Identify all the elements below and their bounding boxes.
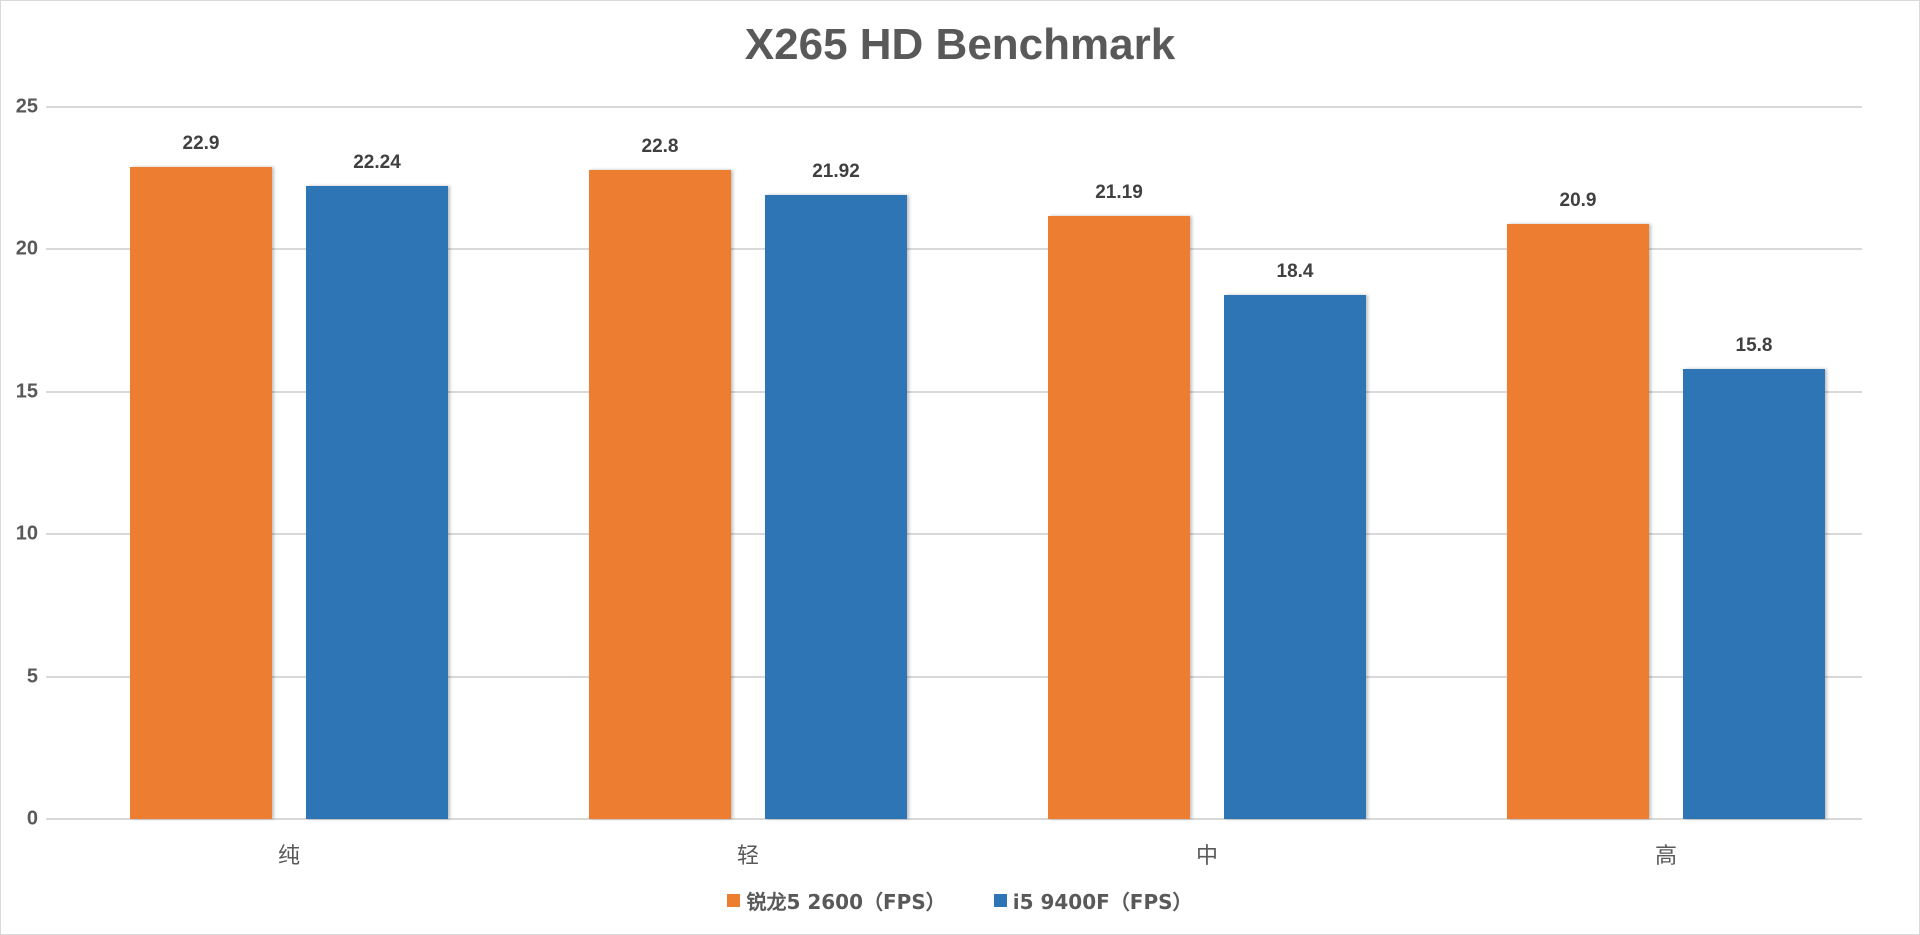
category-label: 中: [1195, 844, 1218, 869]
data-label: 22.9: [182, 132, 220, 154]
gridline: [46, 533, 1862, 536]
bar[interactable]: [1224, 294, 1366, 819]
category-label: 高: [1654, 844, 1677, 869]
y-tick-label: 10: [15, 522, 38, 545]
data-label: 22.24: [353, 151, 401, 173]
gridline: [46, 248, 1862, 251]
bar[interactable]: [1048, 215, 1190, 819]
legend-swatch-blue: [993, 894, 1007, 907]
category-label: 轻: [736, 844, 759, 869]
y-tick-label: 15: [15, 380, 38, 403]
y-tick-label: 20: [15, 237, 38, 260]
legend-swatch-orange: [727, 894, 741, 907]
gridline: [46, 106, 1862, 108]
bar[interactable]: [765, 194, 907, 819]
bar[interactable]: [306, 185, 448, 819]
legend-label: i5 9400F（FPS）: [1012, 890, 1193, 914]
chart-title: X265 HD Benchmark: [744, 20, 1176, 69]
gridline: [46, 818, 1862, 820]
legend-item-i5[interactable]: i5 9400F（FPS）: [993, 886, 1193, 915]
y-tick-label: 25: [15, 95, 38, 118]
bar[interactable]: [130, 166, 272, 819]
data-label: 21.19: [1095, 181, 1143, 203]
gridline: [46, 675, 1862, 678]
legend: 锐龙5 2600（FPS） i5 9400F（FPS）: [0, 886, 1920, 915]
gridline: [46, 390, 1862, 393]
bar[interactable]: [1683, 369, 1825, 819]
bar[interactable]: [1507, 223, 1649, 819]
data-label: 15.8: [1735, 335, 1773, 357]
data-label: 22.8: [641, 135, 679, 157]
legend-label: 锐龙5 2600（FPS）: [746, 890, 946, 914]
y-tick-label: 5: [26, 665, 38, 688]
data-label: 20.9: [1559, 189, 1597, 211]
data-label: 21.92: [812, 160, 860, 182]
data-label: 18.4: [1276, 260, 1314, 282]
bar[interactable]: [589, 169, 731, 819]
y-tick-label: 0: [26, 807, 38, 830]
category-label: 纯: [277, 844, 300, 869]
legend-item-ryzen[interactable]: 锐龙5 2600（FPS）: [727, 886, 946, 915]
